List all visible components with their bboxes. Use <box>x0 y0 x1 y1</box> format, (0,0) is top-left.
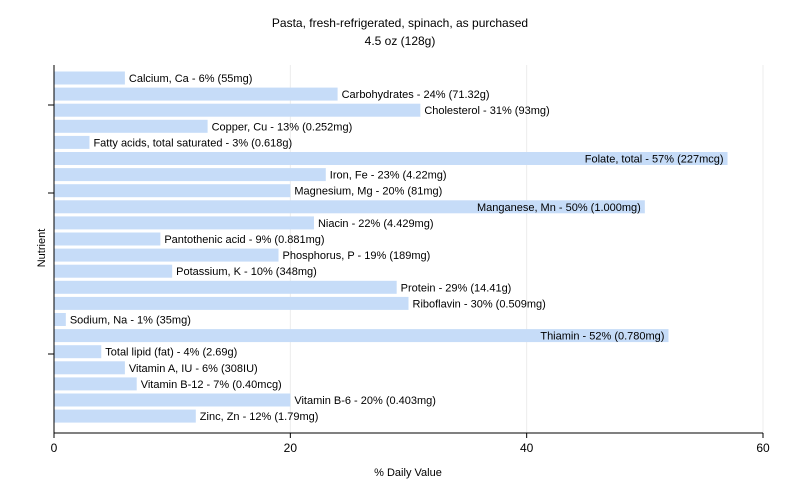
bar <box>54 377 137 391</box>
bar-label: Carbohydrates - 24% (71.32g) <box>342 89 490 101</box>
bar <box>54 280 397 294</box>
bar-label: Pantothenic acid - 9% (0.881mg) <box>164 234 324 246</box>
bar <box>54 296 409 310</box>
bar-label: Manganese, Mn - 50% (1.000mg) <box>477 202 641 214</box>
grid-lines <box>289 65 764 433</box>
bar <box>54 393 291 407</box>
bar-label: Potassium, K - 10% (348mg) <box>176 266 317 278</box>
chart-title: Pasta, fresh-refrigerated, spinach, as p… <box>272 16 528 30</box>
chart-subtitle: 4.5 oz (128g) <box>365 34 436 48</box>
x-tick-label: 40 <box>520 441 534 455</box>
bar <box>54 216 314 230</box>
bar-label: Cholesterol - 31% (93mg) <box>424 105 549 117</box>
bar-label: Calcium, Ca - 6% (55mg) <box>129 73 252 85</box>
bar <box>54 119 208 133</box>
bar <box>54 264 173 278</box>
bar <box>54 200 645 214</box>
bar-label: Zinc, Zn - 12% (1.79mg) <box>200 411 319 423</box>
bar <box>54 168 326 182</box>
bar-label: Sodium, Na - 1% (35mg) <box>70 315 191 327</box>
bar <box>54 103 421 117</box>
bar-label: Fatty acids, total saturated - 3% (0.618… <box>93 137 292 149</box>
bar-label: Iron, Fe - 23% (4.22mg) <box>330 170 447 182</box>
x-tick-label: 20 <box>284 441 298 455</box>
bar <box>54 152 728 165</box>
bar-label: Thiamin - 52% (0.780mg) <box>540 331 664 343</box>
bar <box>54 135 90 149</box>
bar <box>54 345 102 359</box>
bar-label: Phosphorus, P - 19% (189mg) <box>283 250 431 262</box>
bar <box>54 329 669 343</box>
bars: Calcium, Ca - 6% (55mg) Carbohydrates - 2… <box>54 71 728 423</box>
bar <box>54 409 196 423</box>
y-axis-label: Nutrient <box>36 229 48 268</box>
x-tick-label: 0 <box>51 441 58 455</box>
axes: 0 20 40 60 <box>48 65 770 455</box>
bar-label: Niacin - 22% (4.429mg) <box>318 218 434 230</box>
x-tick-label: 60 <box>756 441 770 455</box>
bar <box>54 361 125 375</box>
bar-label: Copper, Cu - 13% (0.252mg) <box>212 121 353 133</box>
bar-label: Total lipid (fat) - 4% (2.69g) <box>105 347 237 359</box>
bar-label: Riboflavin - 30% (0.509mg) <box>413 298 546 310</box>
x-axis-label: % Daily Value <box>374 467 442 479</box>
bar-label: Vitamin B-12 - 7% (0.40mcg) <box>141 379 282 391</box>
bar <box>54 71 125 85</box>
bar-label: Vitamin A, IU - 6% (308IU) <box>129 363 258 375</box>
bar <box>54 313 66 326</box>
bar <box>54 248 279 262</box>
bar <box>54 184 291 198</box>
bar <box>54 232 161 246</box>
bar-label: Protein - 29% (14.41g) <box>401 282 512 294</box>
bar <box>54 87 338 101</box>
bar-label: Folate, total - 57% (227mcg) <box>585 154 724 166</box>
bar-label: Magnesium, Mg - 20% (81mg) <box>294 186 442 198</box>
bar-label: Vitamin B-6 - 20% (0.403mg) <box>294 395 436 407</box>
